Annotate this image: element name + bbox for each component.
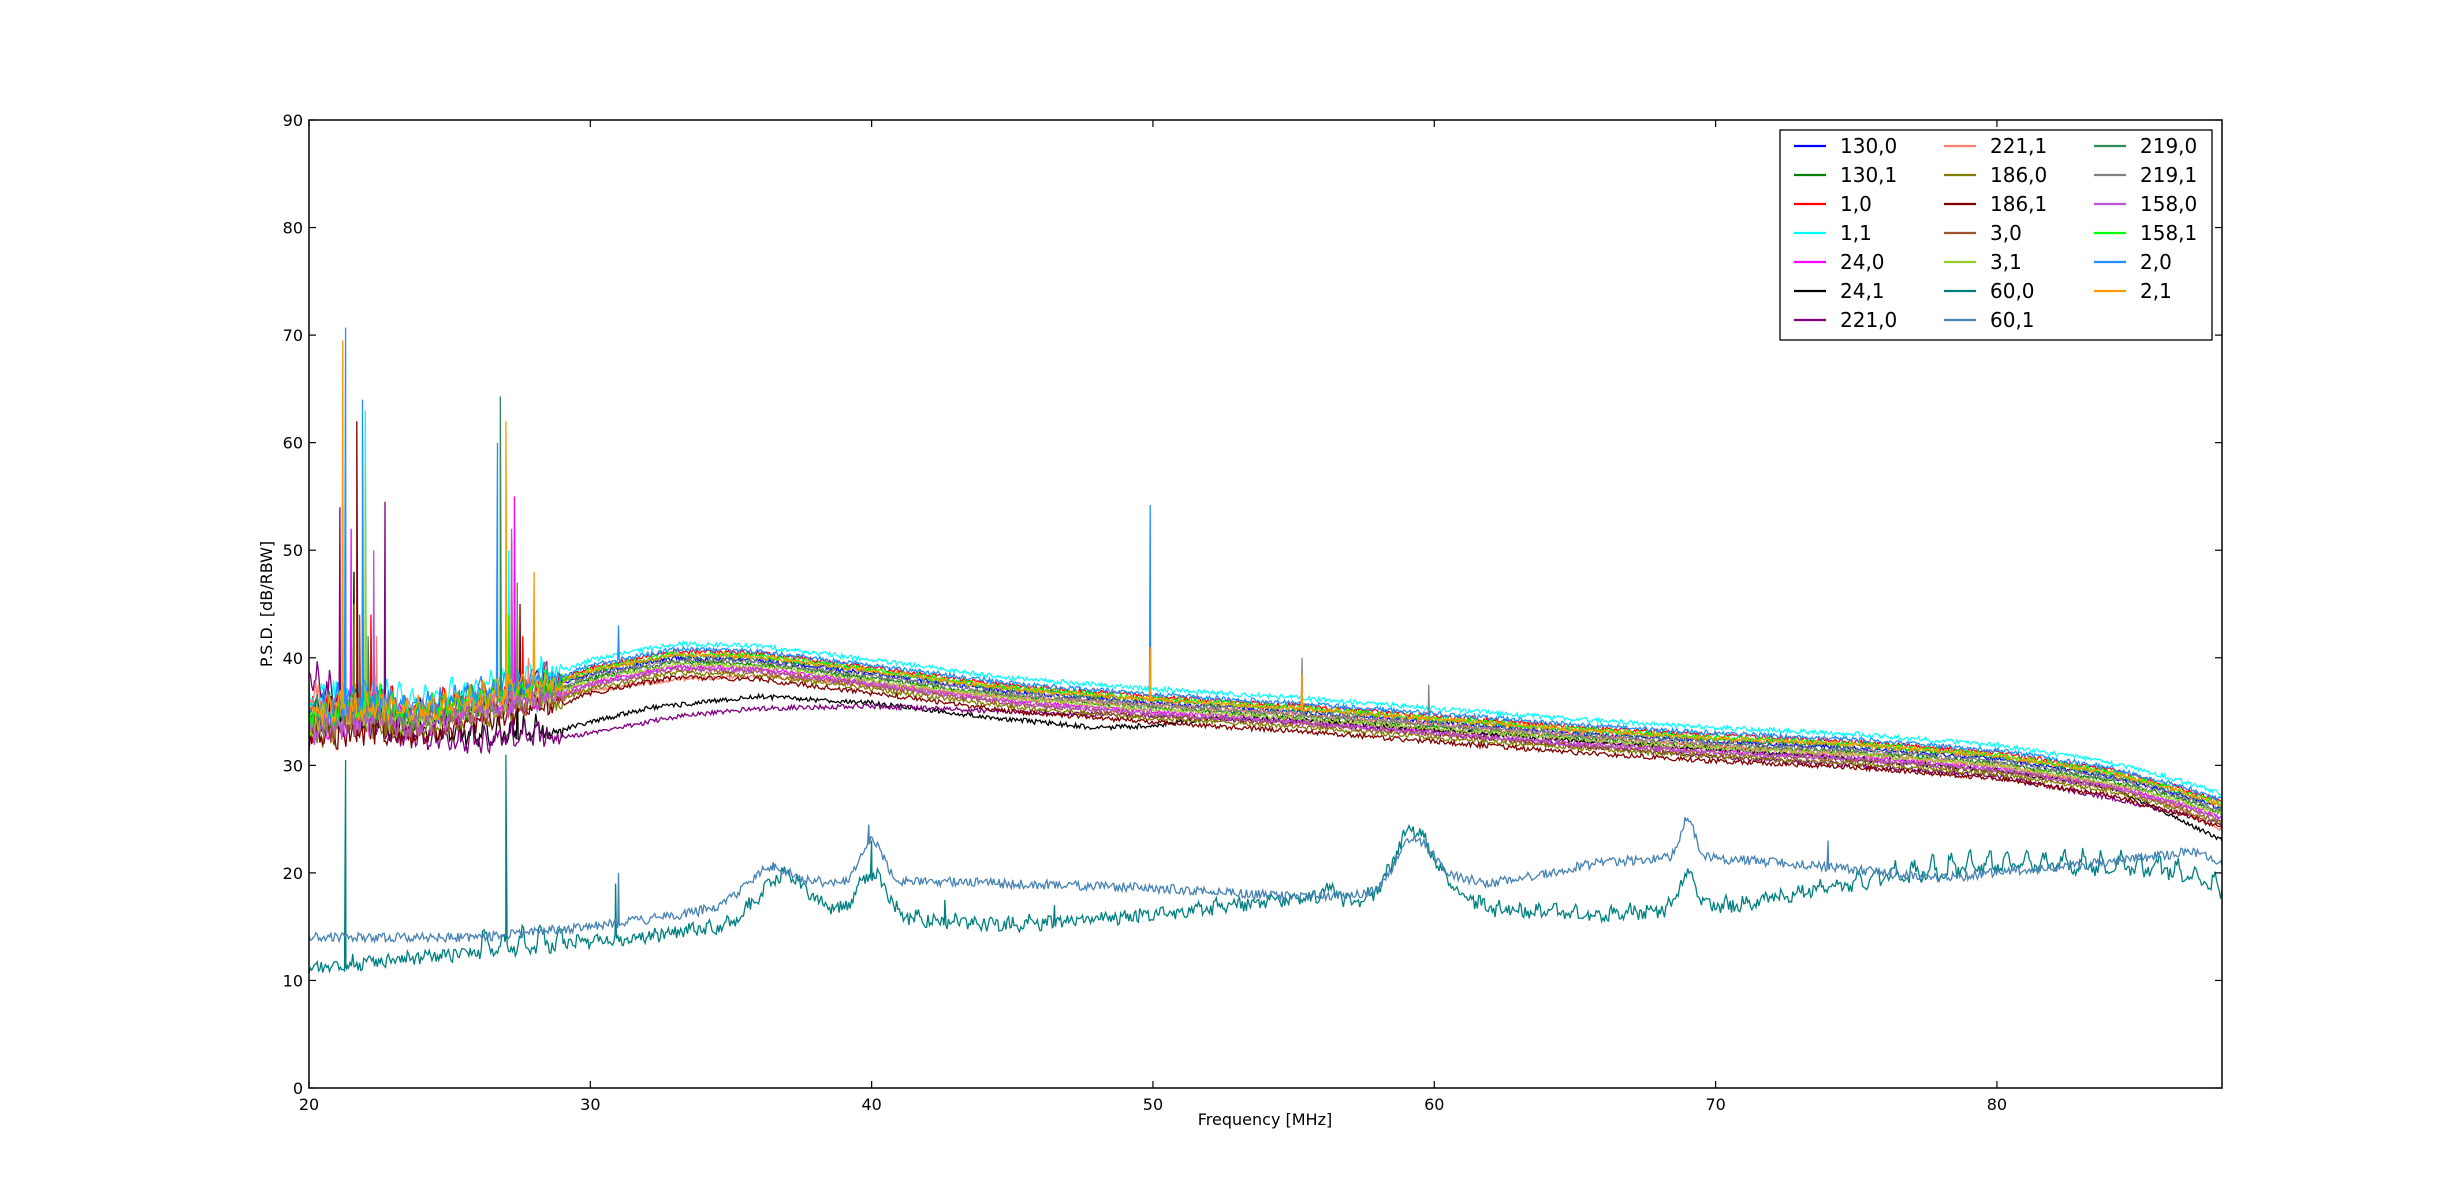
series-line <box>308 327 2223 801</box>
legend-label: 158,0 <box>2140 192 2197 216</box>
legend-label: 130,0 <box>1840 134 1897 158</box>
series-line <box>308 754 2223 974</box>
legend-label: 3,1 <box>1990 250 2022 274</box>
series-line <box>308 396 2223 809</box>
legend: 130,0 130,1 1,0 1,1 24,0 24,1 221,0 221,1 186,0 1… <box>1779 129 2213 341</box>
x-tick-label: 20 <box>299 1095 319 1114</box>
series-line <box>308 593 2223 823</box>
y-tick-label: 70 <box>283 326 303 345</box>
y-tick-label: 30 <box>283 756 303 775</box>
series-line <box>308 571 2223 806</box>
y-tick-label: 20 <box>283 864 303 883</box>
legend-label: 221,0 <box>1840 308 1897 332</box>
legend-label: 24,1 <box>1840 279 1885 303</box>
legend-label: 219,0 <box>2140 134 2197 158</box>
y-tick-label: 40 <box>283 649 303 668</box>
series-line <box>308 340 2223 807</box>
legend-label: 158,1 <box>2140 221 2197 245</box>
legend-label: 24,0 <box>1840 250 1885 274</box>
series-line <box>308 571 2223 842</box>
y-tick-label: 90 <box>283 111 303 130</box>
series-line <box>308 816 2223 944</box>
legend-label: 1,1 <box>1840 221 1872 245</box>
x-tick-label: 30 <box>580 1095 600 1114</box>
plot-frame <box>308 119 2223 1089</box>
legend-box <box>1779 129 2213 341</box>
legend-label: 1,0 <box>1840 192 1872 216</box>
y-axis-ticks: 0 10 20 30 40 50 60 70 80 90 <box>283 111 2222 1098</box>
x-tick-label: 40 <box>861 1095 881 1114</box>
x-tick-label: 50 <box>1143 1095 1163 1114</box>
y-tick-label: 50 <box>283 541 303 560</box>
legend-label: 2,1 <box>2140 279 2172 303</box>
series-line <box>308 593 2223 812</box>
legend-label: 60,1 <box>1990 308 2035 332</box>
y-tick-label: 80 <box>283 219 303 238</box>
y-axis-label: P.S.D. [dB/RBW] <box>257 541 276 667</box>
series-line <box>308 528 2223 821</box>
x-axis-ticks: 20 30 40 50 60 70 80 <box>299 120 2007 1114</box>
legend-label: 2,0 <box>2140 250 2172 274</box>
legend-label: 130,1 <box>1840 163 1897 187</box>
series-line <box>308 421 2223 828</box>
x-axis-label: Frequency [MHz] <box>1198 1110 1332 1129</box>
y-tick-label: 60 <box>283 434 303 453</box>
series-line <box>308 464 2223 816</box>
series-line <box>308 582 2223 826</box>
series-line <box>308 636 2223 832</box>
legend-label: 221,1 <box>1990 134 2047 158</box>
legend-label: 219,1 <box>2140 163 2197 187</box>
y-tick-label: 10 <box>283 971 303 990</box>
legend-label: 186,1 <box>1990 192 2047 216</box>
y-tick-label: 0 <box>293 1079 303 1098</box>
x-tick-label: 70 <box>1705 1095 1725 1114</box>
series-line <box>308 410 2223 798</box>
x-tick-label: 60 <box>1424 1095 1444 1114</box>
series-lines <box>308 327 2223 974</box>
legend-label: 3,0 <box>1990 221 2022 245</box>
legend-label: 186,0 <box>1990 163 2047 187</box>
x-tick-label: 80 <box>1987 1095 2007 1114</box>
series-line <box>308 571 2223 816</box>
legend-label: 60,0 <box>1990 279 2035 303</box>
